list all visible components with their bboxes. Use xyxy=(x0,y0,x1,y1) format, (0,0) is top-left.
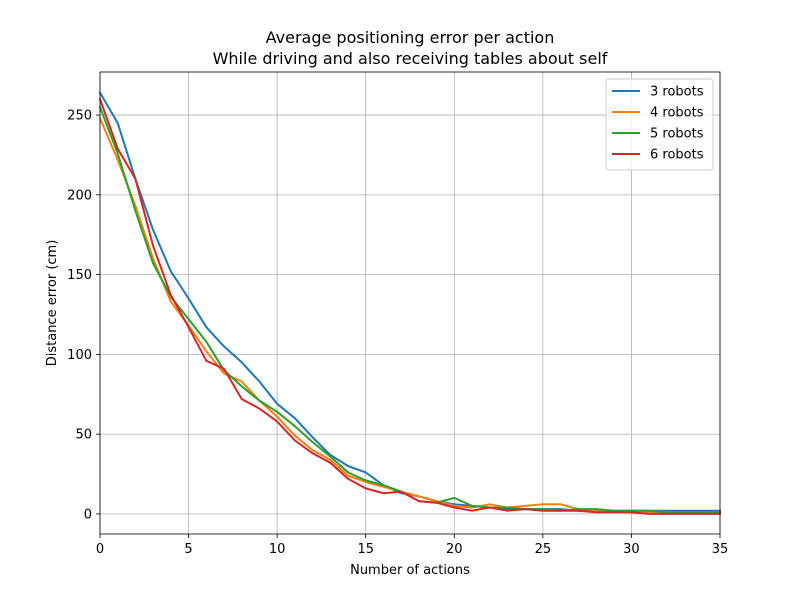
y-tick-label: 0 xyxy=(84,507,92,522)
legend-label: 5 robots xyxy=(650,127,704,142)
y-tick-label: 150 xyxy=(67,268,92,283)
x-tick-label: 35 xyxy=(712,542,729,557)
x-tick-label: 25 xyxy=(535,542,552,557)
legend-label: 3 robots xyxy=(650,85,704,100)
x-tick-label: 30 xyxy=(623,542,640,557)
legend-label: 4 robots xyxy=(650,106,704,121)
x-axis-label: Number of actions xyxy=(350,563,470,578)
chart-title: Average positioning error per action xyxy=(266,28,555,47)
x-tick-label: 10 xyxy=(269,542,286,557)
y-axis-label: Distance error (cm) xyxy=(45,240,60,367)
legend-box xyxy=(605,78,714,171)
series-line-4-robots xyxy=(98,116,721,514)
y-tick-label: 200 xyxy=(67,188,92,203)
chart-subtitle: While driving and also receiving tables … xyxy=(213,49,608,68)
legend: 3 robots 4 robots 5 robots 6 robots xyxy=(605,78,714,171)
series-line-6-robots xyxy=(98,97,721,515)
axis-ticks: 0 5 10 15 20 25 30 35 0 50 100 150 200 250 xyxy=(67,109,728,557)
plot-frame xyxy=(99,71,721,535)
y-tick-label: 100 xyxy=(67,348,92,363)
x-tick-label: 20 xyxy=(446,542,463,557)
series-group xyxy=(98,91,721,515)
y-tick-label: 250 xyxy=(67,109,92,124)
x-tick-label: 0 xyxy=(96,542,104,557)
y-tick-label: 50 xyxy=(75,428,92,443)
legend-label: 6 robots xyxy=(650,148,704,163)
x-tick-label: 5 xyxy=(184,542,192,557)
x-tick-label: 15 xyxy=(357,542,374,557)
